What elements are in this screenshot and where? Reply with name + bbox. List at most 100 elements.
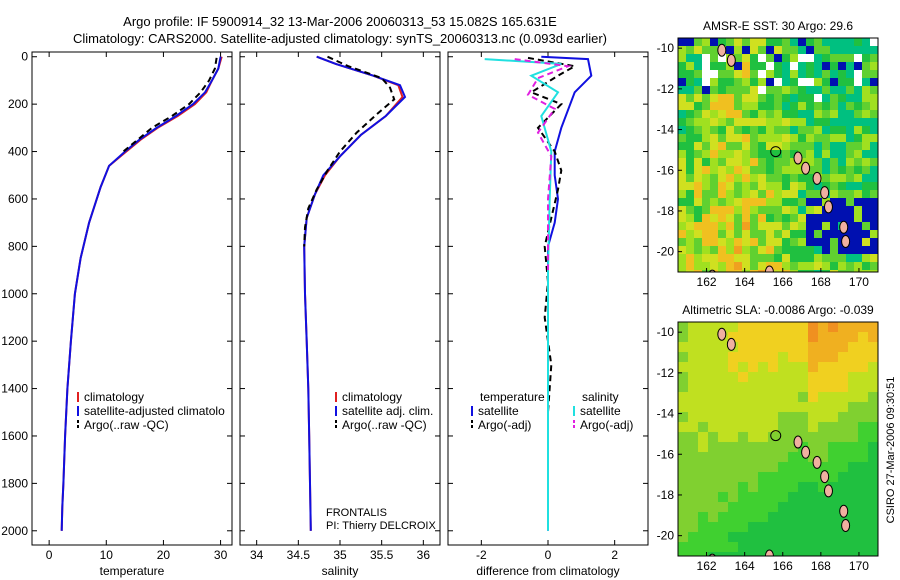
map-cell (766, 118, 775, 127)
map-cell (798, 222, 807, 231)
map-cell (790, 206, 799, 215)
map-cell (708, 412, 719, 423)
map-cell (774, 214, 783, 223)
map-cell (686, 270, 695, 272)
map-cell (750, 86, 759, 95)
map-cell (678, 382, 689, 393)
map-cell (678, 254, 687, 263)
map-cell (854, 206, 863, 215)
map-frame (677, 37, 879, 273)
map-cell (830, 246, 839, 255)
map-cell (694, 126, 703, 135)
map-cell (798, 512, 809, 523)
map-cell (838, 166, 847, 175)
map-cell (768, 532, 779, 543)
map-cell (790, 174, 799, 183)
map-cell (728, 402, 739, 413)
map-cell (708, 402, 719, 413)
map-cell (758, 442, 769, 453)
map-cell (678, 552, 689, 556)
map-cell (798, 422, 809, 433)
map-cell (838, 78, 847, 87)
map-cell (798, 150, 807, 159)
map-cell (766, 238, 775, 247)
map-cell (790, 78, 799, 87)
map-cell (750, 222, 759, 231)
map-cell (728, 462, 739, 473)
map-cell (718, 532, 729, 543)
map-cell (830, 270, 839, 272)
map-cell (838, 150, 847, 159)
annotation-text: PI: Thierry DELCROIX (326, 520, 436, 532)
y-tick-label: 800 (8, 239, 28, 253)
map-cell (766, 190, 775, 199)
map-cell (702, 46, 711, 55)
map-cell (758, 182, 767, 191)
map-cell (718, 342, 729, 353)
map-cell (790, 254, 799, 263)
map-cell (758, 214, 767, 223)
map-cell (822, 238, 831, 247)
map-cell (782, 182, 791, 191)
map-cell (848, 512, 859, 523)
map-cell (782, 254, 791, 263)
map-cell (818, 372, 829, 383)
map-cell (694, 86, 703, 95)
map-cell (678, 332, 689, 343)
map-cell (688, 352, 699, 363)
map-cell (708, 322, 719, 333)
map-cell (846, 78, 855, 87)
map-x-tick-label: 170 (849, 559, 869, 573)
map-cell (766, 158, 775, 167)
y-tick-label: 1200 (1, 334, 28, 348)
map-y-tick-label: -16 (657, 447, 675, 461)
map-cell (808, 372, 819, 383)
map-cell (734, 230, 743, 239)
map-cell (838, 54, 847, 63)
map-cell (838, 322, 849, 333)
map-x-tick-label: 164 (735, 275, 755, 289)
map-cell (742, 110, 751, 119)
map-cell (814, 182, 823, 191)
map-cell (678, 142, 687, 151)
map-cell (798, 46, 807, 55)
map-cell (854, 190, 863, 199)
map-cell (738, 552, 749, 556)
map-cell (702, 238, 711, 247)
map-cell (814, 110, 823, 119)
map-cell (798, 472, 809, 483)
map-cell (738, 472, 749, 483)
map-cell (774, 254, 783, 263)
map-cell (734, 102, 743, 111)
map-cell (734, 182, 743, 191)
map-cell (790, 118, 799, 127)
map-cell (686, 206, 695, 215)
map-cell (678, 462, 689, 473)
map-cell (698, 472, 709, 483)
map-cell (778, 342, 789, 353)
map-cell (854, 246, 863, 255)
map-cell (868, 532, 878, 543)
map-cell (862, 206, 871, 215)
map-cell (848, 442, 859, 453)
map-cell (838, 452, 849, 463)
map-cell (742, 102, 751, 111)
map-cell (728, 322, 739, 333)
map-cell (774, 270, 783, 272)
map-cell (774, 262, 783, 271)
map-cell (830, 38, 839, 47)
map-cell (822, 94, 831, 103)
map-cell (750, 246, 759, 255)
map-cell (768, 382, 779, 393)
map-cell (694, 54, 703, 63)
map-cell (694, 270, 703, 272)
map-cell (726, 166, 735, 175)
map-cell (806, 238, 815, 247)
map-cell (698, 492, 709, 503)
map-cell (708, 532, 719, 543)
map-cell (758, 62, 767, 71)
map-cell (694, 262, 703, 271)
map-cell (742, 134, 751, 143)
map-cell (862, 230, 871, 239)
map-cell (678, 362, 689, 373)
